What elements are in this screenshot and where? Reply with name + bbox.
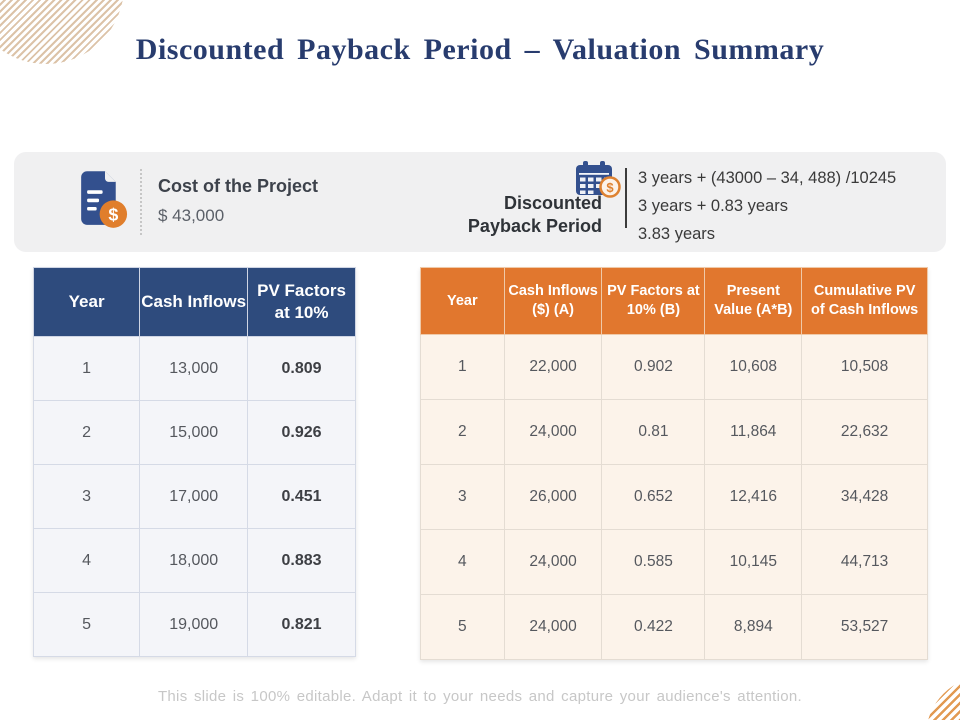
table-cell: 0.585 <box>601 529 706 595</box>
table-cell: 3 <box>32 464 141 529</box>
payback-period-label: Discounted Payback Period <box>467 193 602 236</box>
table-cell: 0.422 <box>601 594 706 660</box>
table-header-row: Year Cash Inflows PV Factors at 10% <box>32 267 356 337</box>
column-header: Cash Inflows ($) (A) <box>503 267 603 335</box>
pv-factors-table: Year Cash Inflows PV Factors at 10% 1 13,00… <box>32 267 356 657</box>
table-cell: 22,000 <box>503 334 603 400</box>
column-header: Year <box>32 267 141 337</box>
table-cell: 11,864 <box>704 399 803 465</box>
table-cell: 44,713 <box>801 529 928 595</box>
table-cell: 4 <box>420 529 505 595</box>
table-cell: 24,000 <box>503 594 603 660</box>
table-cell: 18,000 <box>139 528 249 593</box>
solid-divider <box>625 168 627 228</box>
table-row: 1 22,000 0.902 10,608 10,508 <box>420 334 928 400</box>
table-cell: 12,416 <box>704 464 803 530</box>
table-cell: 2 <box>420 399 505 465</box>
table-row: 5 19,000 0.821 <box>32 592 356 657</box>
table-row: 5 24,000 0.422 8,894 53,527 <box>420 594 928 660</box>
table-row: 3 26,000 0.652 12,416 34,428 <box>420 464 928 530</box>
footer-note: This slide is 100% editable. Adapt it to… <box>157 688 803 705</box>
svg-text:$: $ <box>606 180 614 195</box>
table-row: 3 17,000 0.451 <box>32 464 356 529</box>
table-cell: 5 <box>32 592 141 657</box>
table-cell: 0.883 <box>247 528 356 593</box>
table-cell: 0.81 <box>601 399 706 465</box>
table-cell: 1 <box>420 334 505 400</box>
column-header: PV Factors at 10% <box>247 267 356 337</box>
table-cell: 2 <box>32 400 141 465</box>
document-dollar-icon: $ <box>81 171 128 228</box>
table-cell: 53,527 <box>801 594 928 660</box>
table-cell: 26,000 <box>503 464 603 530</box>
column-header: Cash Inflows <box>139 267 249 337</box>
table-header-row: Year Cash Inflows ($) (A) PV Factors at 10… <box>420 267 928 335</box>
table-cell: 5 <box>420 594 505 660</box>
table-cell: 0.902 <box>601 334 706 400</box>
table-cell: 24,000 <box>503 529 603 595</box>
cost-value: $ 43,000 <box>158 206 225 225</box>
table-cell: 13,000 <box>139 336 249 401</box>
table-row: 2 15,000 0.926 <box>32 400 356 465</box>
table-cell: 0.652 <box>601 464 706 530</box>
column-header: Year <box>420 267 505 335</box>
formula-line-1: 3 years + (43000 – 34, 488) /10245 <box>638 169 897 187</box>
table-cell: 34,428 <box>801 464 928 530</box>
column-header: PV Factors at 10% (B) <box>601 267 706 335</box>
formula-line-3: 3.83 years <box>638 225 716 243</box>
table-cell: 22,632 <box>801 399 928 465</box>
table-cell: 10,145 <box>704 529 803 595</box>
table-row: 2 24,000 0.81 11,864 22,632 <box>420 399 928 465</box>
dotted-divider <box>140 169 142 235</box>
table-cell: 15,000 <box>139 400 249 465</box>
summary-bar: $ Cost of the Project $ 43,000 $ Discoun… <box>14 152 946 252</box>
table-row: 1 13,000 0.809 <box>32 336 356 401</box>
table-cell: 1 <box>32 336 141 401</box>
page-title: Discounted Payback Period – Valuation Su… <box>135 33 825 66</box>
payback-formula-block: 3 years + (43000 – 34, 488) /10245 3 yea… <box>638 164 896 248</box>
table-cell: 0.821 <box>247 592 356 657</box>
table-row: 4 18,000 0.883 <box>32 528 356 593</box>
table-cell: 10,608 <box>704 334 803 400</box>
column-header: Present Value (A*B) <box>704 267 803 335</box>
table-cell: 3 <box>420 464 505 530</box>
table-cell: 4 <box>32 528 141 593</box>
table-cell: 19,000 <box>139 592 249 657</box>
table-cell: 0.926 <box>247 400 356 465</box>
svg-text:$: $ <box>108 205 118 225</box>
cost-of-project-block: Cost of the Project $ 43,000 <box>158 176 318 226</box>
table-cell: 24,000 <box>503 399 603 465</box>
formula-line-2: 3 years + 0.83 years <box>638 197 788 215</box>
table-cell: 8,894 <box>704 594 803 660</box>
table-row: 4 24,000 0.585 10,145 44,713 <box>420 529 928 595</box>
cumulative-pv-table: Year Cash Inflows ($) (A) PV Factors at 10… <box>420 267 928 660</box>
column-header: Cumulative PV of Cash Inflows <box>801 267 928 335</box>
table-cell: 17,000 <box>139 464 249 529</box>
table-cell: 0.809 <box>247 336 356 401</box>
cost-label: Cost of the Project <box>158 176 319 196</box>
calendar-dollar-icon: $ <box>576 161 621 198</box>
table-cell: 0.451 <box>247 464 356 529</box>
table-cell: 10,508 <box>801 334 928 400</box>
